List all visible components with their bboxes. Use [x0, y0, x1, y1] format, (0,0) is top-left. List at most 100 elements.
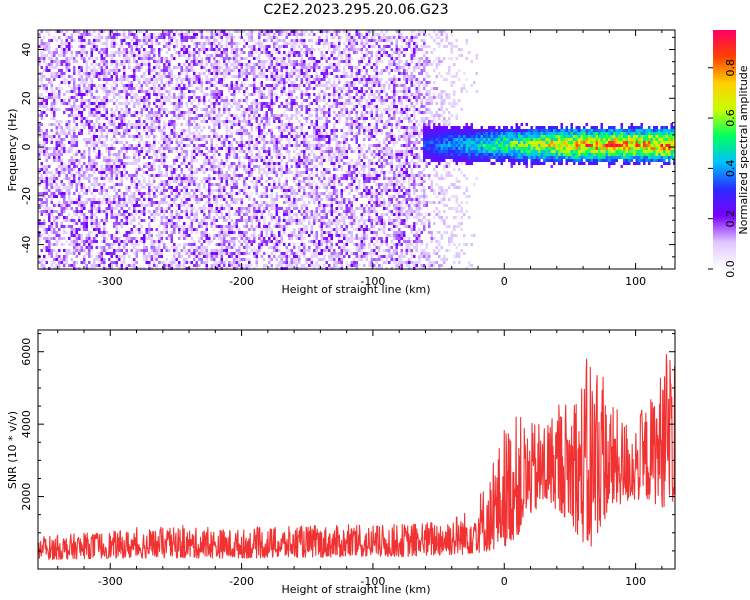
spectrogram-cell	[255, 90, 258, 93]
spectrogram-cell	[173, 75, 176, 78]
spectrogram-cell	[213, 102, 216, 105]
spectrogram-cell	[55, 171, 58, 174]
spectrogram-cell	[288, 57, 291, 60]
spectrogram-cell	[78, 195, 81, 198]
spectrogram-cell	[75, 54, 78, 57]
spectrogram-cell	[128, 135, 131, 138]
spectrogram-cell	[170, 222, 173, 225]
spectrogram-cell	[185, 174, 188, 177]
spectrogram-cell	[290, 33, 293, 36]
spectrogram-cell	[203, 186, 206, 189]
spectrogram-cell	[185, 75, 188, 78]
spectrogram-cell	[73, 228, 76, 231]
spectrogram-cell	[193, 120, 196, 123]
spectrogram-cell	[160, 192, 163, 195]
spectrogram-cell	[240, 231, 243, 234]
spectrogram-cell	[245, 240, 248, 243]
spectrogram-cell	[248, 252, 251, 255]
spectrogram-cell	[193, 198, 196, 201]
spectrogram-cell	[70, 108, 73, 111]
spectrogram-cell	[165, 195, 168, 198]
spectrogram-cell	[120, 240, 123, 243]
spectrogram-cell	[73, 222, 76, 225]
spectrogram-cell	[195, 114, 198, 117]
spectrogram-cell	[150, 144, 153, 147]
spectrogram-cell	[115, 225, 118, 228]
spectrogram-cell	[43, 138, 46, 141]
spectrogram-cell	[245, 237, 248, 240]
spectrogram-cell	[78, 84, 81, 87]
spectrogram-cell	[223, 243, 226, 246]
spectrogram-cell	[135, 48, 138, 51]
spectrogram-cell	[58, 120, 61, 123]
spectrogram-cell	[285, 177, 288, 180]
spectrogram-cell	[60, 153, 63, 156]
spectrogram-cell	[180, 153, 183, 156]
spectrogram-cell	[168, 138, 171, 141]
spectrogram-cell	[135, 186, 138, 189]
spectrogram-cell	[98, 84, 101, 87]
spectrogram-cell	[45, 177, 48, 180]
spectrogram-cell	[110, 168, 113, 171]
spectrogram-cell	[158, 72, 161, 75]
spectrogram-cell	[170, 75, 173, 78]
spectrogram-cell	[205, 78, 208, 81]
spectrogram-cell	[293, 156, 296, 159]
spectrogram-cell	[263, 105, 266, 108]
spectrogram-cell	[250, 156, 253, 159]
spectrogram-cell	[138, 123, 141, 126]
spectrogram-cell	[128, 123, 131, 126]
spectrogram-cell	[48, 246, 51, 249]
spectrogram-cell	[278, 114, 281, 117]
spectrogram-cell	[278, 168, 281, 171]
spectrogram-cell	[150, 156, 153, 159]
spectrogram-cell	[263, 192, 266, 195]
spectrogram-cell	[38, 234, 41, 237]
spectrogram-cell	[55, 39, 58, 42]
spectrogram-cell	[58, 144, 61, 147]
spectrogram-cell	[60, 54, 63, 57]
spectrogram-cell	[88, 162, 91, 165]
spectrogram-cell	[285, 219, 288, 222]
spectrogram-cell	[185, 201, 188, 204]
spectrogram-cell	[43, 69, 46, 72]
spectrogram-cell	[125, 150, 128, 153]
spectrogram-cell	[120, 42, 123, 45]
spectrogram-cell	[268, 150, 271, 153]
spectrogram-cell	[253, 252, 256, 255]
spectrogram-cell	[215, 102, 218, 105]
spectrogram-cell	[90, 96, 93, 99]
spectrogram-cell	[73, 126, 76, 129]
spectrogram-cell	[150, 258, 153, 261]
spectrogram-cell	[288, 219, 291, 222]
spectrogram-cell	[175, 96, 178, 99]
spectrogram-cell	[128, 129, 131, 132]
spectrogram-cell	[203, 177, 206, 180]
spectrogram-cell	[98, 198, 101, 201]
spectrogram-cell	[238, 75, 241, 78]
spectrogram-cell	[95, 240, 98, 243]
spectrogram-cell	[185, 105, 188, 108]
spectrogram-cell	[225, 258, 228, 261]
spectrogram-cell	[203, 93, 206, 96]
spectrogram-cell	[220, 54, 223, 57]
spectrogram-cell	[268, 255, 271, 258]
spectrogram-cell	[58, 231, 61, 234]
spectrogram-cell	[258, 90, 261, 93]
spectrogram-cell	[40, 165, 43, 168]
spectrogram-cell	[85, 165, 88, 168]
spectrogram-cell	[278, 81, 281, 84]
spectrogram-cell	[55, 63, 58, 66]
spectrogram-cell	[265, 48, 268, 51]
spectrogram-cell	[43, 132, 46, 135]
spectrogram-cell	[148, 264, 151, 267]
spectrogram-cell	[265, 84, 268, 87]
spectrogram-cell	[223, 48, 226, 51]
spectrogram-cell	[45, 192, 48, 195]
spectrogram-cell	[293, 60, 296, 63]
spectrogram-cell	[238, 261, 241, 264]
spectrogram-cell	[43, 246, 46, 249]
spectrogram-cell	[178, 87, 181, 90]
spectrogram-cell	[245, 258, 248, 261]
spectrogram-cell	[293, 198, 296, 201]
